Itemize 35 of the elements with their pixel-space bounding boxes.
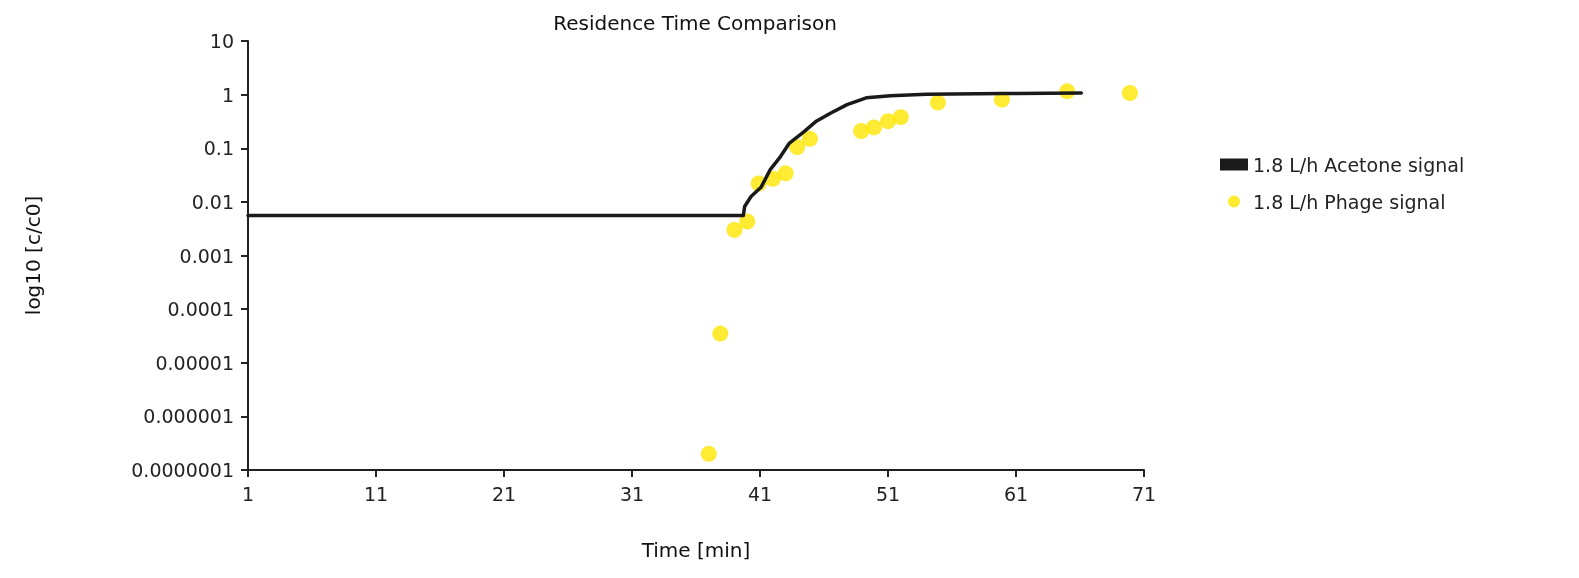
x-tick-label: 71: [1131, 482, 1157, 505]
point: [739, 213, 756, 230]
y-tick-label: 10: [209, 30, 234, 52]
y-tick-label: 0.0001: [167, 298, 234, 321]
point: [789, 139, 806, 156]
point: [880, 113, 896, 130]
x-tick-label: 31: [619, 482, 645, 505]
point: [700, 445, 717, 462]
chart-title: Residence Time Comparison: [553, 11, 837, 35]
point: [929, 94, 946, 111]
y-tick-label: 0.1: [203, 137, 234, 160]
y-axis-title: log10 [c/c0]: [21, 195, 45, 316]
x-axis-title: Time [min]: [640, 538, 751, 562]
point: [892, 109, 909, 126]
point: [726, 221, 743, 238]
y-tick-label: 0.000001: [143, 405, 234, 428]
x-tick-label: 51: [875, 482, 901, 505]
y-tick-label: 0.001: [179, 244, 234, 267]
x-tick-label: 21: [491, 482, 517, 505]
y-tick-label: 0.0000001: [131, 459, 234, 481]
legend-label: 1.8 L/h Phage signal: [1253, 190, 1446, 213]
point: [1121, 85, 1138, 102]
x-tick-label: 1: [241, 482, 255, 505]
point: [865, 119, 882, 136]
point: [777, 165, 794, 182]
point: [853, 122, 870, 139]
legend-label: 1.8 L/h Acetone signal: [1253, 153, 1465, 176]
x-tick-label: 61: [1003, 482, 1029, 505]
point: [801, 130, 818, 147]
y-tick-label: 0.00001: [155, 351, 234, 374]
x-tick-label: 41: [747, 482, 773, 505]
point: [712, 325, 729, 342]
x-tick-label: 11: [363, 482, 389, 505]
y-tick-label: 0.01: [191, 190, 234, 213]
y-tick-label: 1: [221, 83, 234, 106]
